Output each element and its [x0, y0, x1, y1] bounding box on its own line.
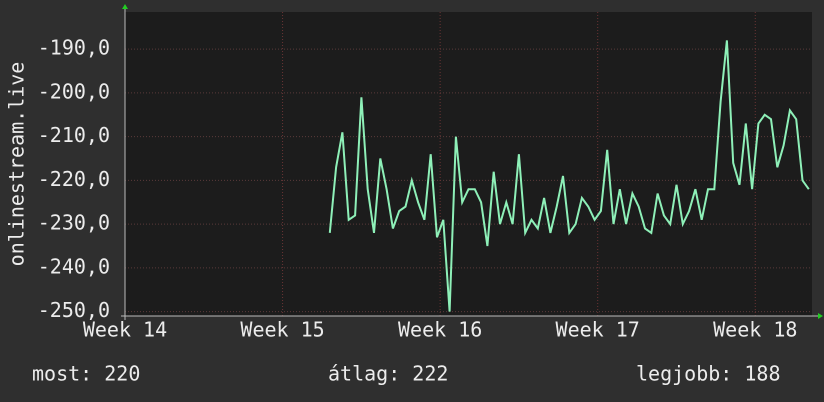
x-tick-label: Week 17	[556, 318, 640, 342]
stat-label: átlag: 222	[328, 362, 448, 386]
axis-arrow	[818, 313, 823, 319]
x-tick-label: Week 16	[398, 318, 482, 342]
y-tick-label: -240,0	[38, 254, 110, 278]
stat-label: legjobb: 188	[636, 362, 781, 386]
y-tick-label: -250,0	[38, 298, 110, 322]
x-tick-label: Week 15	[240, 318, 324, 342]
y-tick-label: -230,0	[38, 211, 110, 235]
y-tick-label: -190,0	[38, 36, 110, 60]
plot-area	[125, 12, 812, 316]
data-line	[328, 40, 810, 312]
axis-arrow	[122, 4, 128, 9]
y-tick-label: -200,0	[38, 79, 110, 103]
y-tick-label: -220,0	[38, 167, 110, 191]
x-tick-label: Week 18	[713, 318, 797, 342]
y-tick-label: -210,0	[38, 123, 110, 147]
x-tick-label: Week 14	[83, 318, 167, 342]
stat-label: most: 220	[32, 362, 140, 386]
y-axis-label: onlinestream.live	[5, 62, 29, 267]
